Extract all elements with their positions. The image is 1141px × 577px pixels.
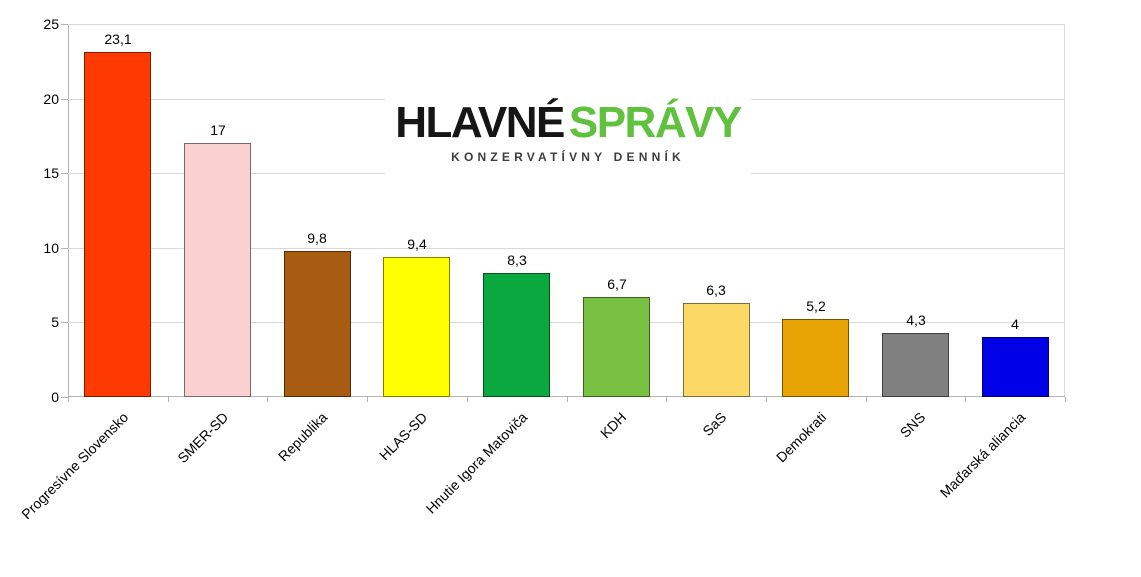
x-axis-line <box>68 396 1065 397</box>
y-tick-label: 15 <box>43 165 59 182</box>
logo-subtitle: KONZERVATÍVNY DENNÍK <box>451 150 685 165</box>
x-category-label: Demokrati <box>772 409 830 466</box>
bar-6 <box>583 297 650 397</box>
bar-1 <box>84 52 151 397</box>
bar-9 <box>882 333 949 397</box>
x-category-label: SaS <box>699 409 730 440</box>
x-axis-tick <box>367 397 368 402</box>
x-category-label: SNS <box>896 409 929 441</box>
bar-value-label: 4 <box>1011 316 1019 332</box>
bar-value-label: 9,8 <box>307 230 327 246</box>
bar-5 <box>483 273 550 397</box>
bar-3 <box>284 251 351 397</box>
hlavne-spravy-logo: HLAVNÉ SPRÁVY KONZERVATÍVNY DENNÍK <box>385 88 751 176</box>
y-tick-label: 5 <box>51 314 59 331</box>
x-category-label: Hnutie Igora Matoviča <box>422 409 531 517</box>
logo-word-hlavne: HLAVNÉ <box>395 97 565 147</box>
bar-value-label: 5,2 <box>806 298 826 314</box>
bar-value-label: 4,3 <box>906 312 926 328</box>
bar-value-label: 8,3 <box>507 252 527 268</box>
logo-word-spravy: SPRÁVY <box>568 97 742 147</box>
y-axis-tick <box>61 24 68 25</box>
x-category-label: Maďarská aliancia <box>936 409 1029 501</box>
y-axis-tick <box>61 98 68 100</box>
x-category-label: Republika <box>274 409 331 465</box>
bar-10 <box>982 337 1049 397</box>
bar-value-label: 6,3 <box>706 282 726 298</box>
y-axis-tick <box>61 397 68 398</box>
plot-right-border <box>1064 24 1065 397</box>
y-axis-tick <box>61 322 68 324</box>
plot-area: 23,1 17 9,8 9,4 8,3 6,7 6,3 5,2 4,3 4 <box>68 24 1065 397</box>
x-axis-tick <box>168 397 169 402</box>
y-tick-label: 0 <box>51 389 59 405</box>
gridline-y-5 <box>68 322 1065 324</box>
x-axis-tick <box>1065 397 1066 402</box>
logo-wordmark: HLAVNÉ SPRÁVY <box>395 97 742 147</box>
x-axis-tick <box>766 397 767 402</box>
x-axis-tick <box>866 397 867 402</box>
bar-value-label: 23,1 <box>104 31 132 47</box>
y-axis-tick <box>61 247 68 249</box>
y-tick-label: 25 <box>43 16 59 32</box>
y-axis-tick <box>61 173 68 175</box>
x-category-label: KDH <box>597 409 630 442</box>
gridline-y-25 <box>68 24 1065 25</box>
x-category-label: SMER-SD <box>174 409 232 466</box>
x-axis-tick <box>567 397 568 402</box>
x-category-label: Progresívne Slovensko <box>18 409 132 523</box>
x-category-label: HLAS-SD <box>376 409 431 464</box>
y-tick-label: 20 <box>43 90 59 107</box>
bar-7 <box>683 303 750 397</box>
x-axis-tick <box>965 397 966 402</box>
x-axis-tick <box>666 397 667 402</box>
bar-value-label: 6,7 <box>607 276 627 292</box>
bar-value-label: 17 <box>210 122 226 138</box>
bar-4 <box>383 257 450 397</box>
bar-8 <box>782 319 849 397</box>
bar-2 <box>184 143 251 397</box>
y-tick-label: 10 <box>43 239 59 256</box>
gridline-y-10 <box>68 247 1065 249</box>
y-axis-line <box>68 24 69 397</box>
x-axis-tick <box>267 397 268 402</box>
bar-value-label: 9,4 <box>407 236 427 252</box>
x-axis-tick <box>467 397 468 402</box>
x-axis-tick <box>68 397 69 402</box>
